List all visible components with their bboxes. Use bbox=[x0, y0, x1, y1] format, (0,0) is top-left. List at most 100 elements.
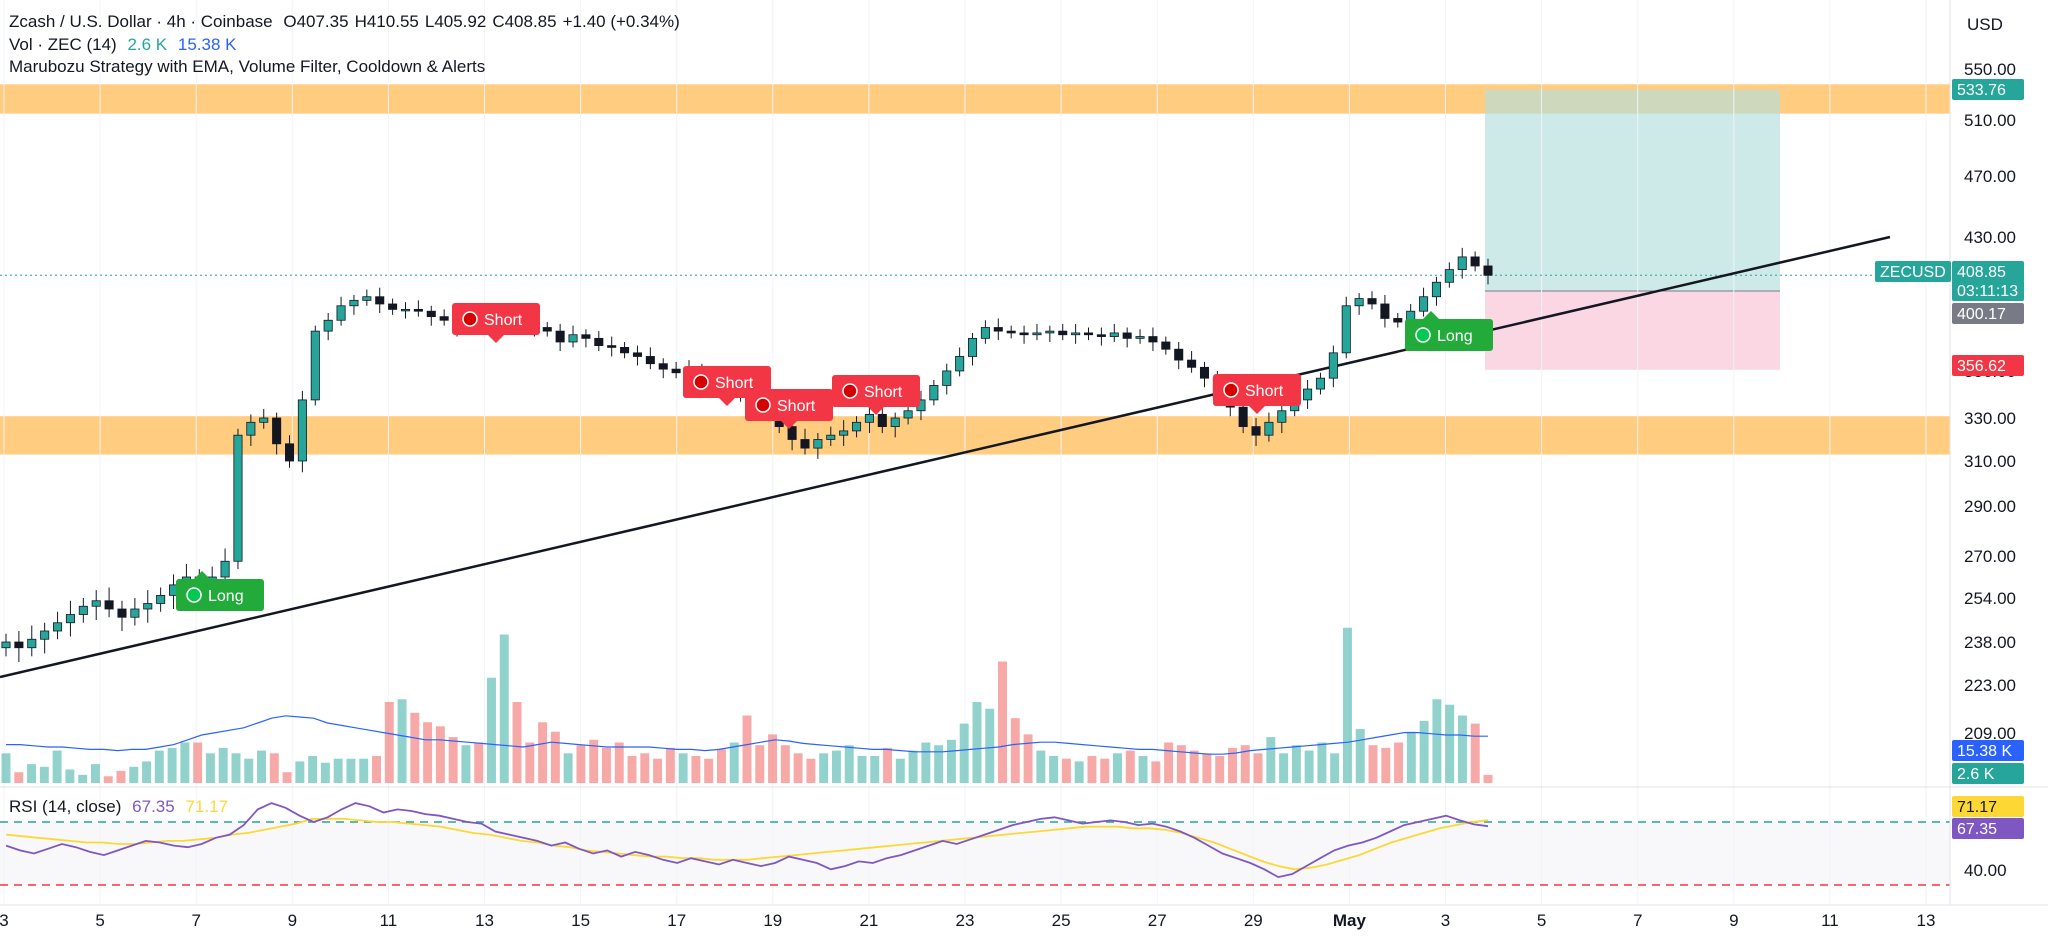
volume-bar bbox=[742, 715, 752, 783]
volume-bar bbox=[640, 753, 650, 783]
candle-body bbox=[1161, 341, 1171, 350]
volume-bar bbox=[499, 634, 509, 783]
rsi-ma-path bbox=[5, 818, 1489, 871]
volume-bar bbox=[474, 742, 484, 783]
signal-arrow bbox=[488, 335, 504, 343]
candle-body bbox=[53, 622, 63, 632]
time-tick-label: 25 bbox=[1052, 911, 1071, 930]
volume-bar bbox=[435, 726, 445, 783]
volume-bar bbox=[78, 774, 88, 783]
symbol-title[interactable]: Zcash / U.S. Dollar · 4h · Coinbase bbox=[9, 12, 273, 31]
volume-bar bbox=[908, 750, 918, 783]
volume-bar bbox=[27, 764, 37, 783]
volume-bar bbox=[1049, 756, 1059, 783]
candle-body bbox=[852, 421, 862, 432]
signal-arrow bbox=[1249, 406, 1265, 414]
candle-body bbox=[1419, 296, 1429, 312]
candle-body bbox=[65, 614, 75, 624]
green-dot-icon bbox=[186, 587, 202, 603]
volume-bar bbox=[205, 753, 215, 783]
time-tick-label: 9 bbox=[1729, 911, 1738, 930]
currency-label[interactable]: USD bbox=[1967, 15, 2003, 34]
candle-body bbox=[1135, 336, 1145, 339]
volume-label[interactable]: Vol · ZEC (14) bbox=[9, 35, 117, 54]
time-tick-label: 29 bbox=[1244, 911, 1263, 930]
candle-body bbox=[632, 352, 642, 357]
signal-long: Long bbox=[176, 571, 264, 611]
candle-body bbox=[1045, 330, 1055, 334]
candle-body bbox=[1058, 330, 1068, 336]
candle-body bbox=[1393, 318, 1403, 323]
indicator-tag-text: 15.38 K bbox=[1957, 743, 2012, 760]
volume-bar bbox=[52, 750, 62, 783]
candle-body bbox=[375, 296, 385, 305]
candle-body bbox=[800, 439, 810, 449]
candle-body bbox=[1122, 332, 1132, 339]
price-tag-text: 356.62 bbox=[1957, 358, 2006, 375]
candle-body bbox=[955, 356, 965, 372]
rsi-label[interactable]: RSI (14, close) bbox=[9, 797, 122, 816]
candle-body bbox=[594, 337, 604, 346]
volume-bar bbox=[704, 758, 714, 783]
candle-body bbox=[993, 327, 1003, 332]
candle-body bbox=[1148, 336, 1158, 343]
volume-bar bbox=[525, 742, 535, 783]
volume-bar bbox=[959, 723, 969, 783]
signal-label-box bbox=[1213, 374, 1301, 406]
indicator-tag-box bbox=[1952, 763, 2024, 784]
time-tick-label: 3 bbox=[1441, 911, 1450, 930]
volume-bar bbox=[576, 745, 586, 783]
candle-body bbox=[1096, 334, 1106, 337]
time-tick-label: 13 bbox=[475, 911, 494, 930]
candle-body bbox=[1083, 332, 1094, 336]
strategy-legend: Marubozu Strategy with EMA, Volume Filte… bbox=[9, 57, 491, 77]
volume-bar bbox=[1189, 750, 1199, 783]
strategy-name[interactable]: Marubozu Strategy with EMA, Volume Filte… bbox=[9, 57, 486, 76]
time-tick-label: 27 bbox=[1148, 911, 1167, 930]
time-axis[interactable]: 3 5 7 9 11 13 15 17 19 21 23 25 27 29 May 3 5 7 9 11 13 bbox=[0, 904, 2048, 930]
volume-bar bbox=[1176, 745, 1186, 783]
volume-bar bbox=[780, 745, 790, 783]
green-dot-icon bbox=[1415, 327, 1431, 343]
candle-body bbox=[1444, 269, 1454, 283]
candle-body bbox=[246, 421, 256, 436]
volume-bar bbox=[244, 758, 254, 783]
volume-bar bbox=[1432, 699, 1442, 783]
volume-ma-value: 15.38 K bbox=[177, 35, 237, 54]
price-tick-label: 290.00 bbox=[1964, 497, 2016, 516]
volume-bar bbox=[972, 702, 982, 783]
volume-bar bbox=[831, 750, 841, 783]
candle-body bbox=[439, 316, 449, 321]
volume-bar bbox=[193, 742, 203, 783]
volume-legend: Vol · ZEC (14) 2.6 K 15.38 K bbox=[9, 35, 242, 55]
volume-bar bbox=[1368, 745, 1378, 783]
candle-body bbox=[839, 430, 849, 436]
red-dot-icon bbox=[755, 397, 771, 413]
candle-body bbox=[942, 370, 952, 386]
trendline[interactable] bbox=[0, 235, 1891, 679]
ohlc-high: H410.55 bbox=[354, 12, 419, 31]
volume-value: 2.6 K bbox=[127, 35, 168, 54]
volume-bar bbox=[793, 753, 803, 783]
long-position-tool[interactable] bbox=[1485, 89, 1780, 370]
volume-bar bbox=[231, 753, 241, 783]
indicator-tag: 67.35 bbox=[1952, 818, 2024, 839]
volume-bar bbox=[614, 742, 624, 783]
indicator-tag-text: 71.17 bbox=[1957, 799, 1997, 816]
price-tag-box bbox=[1952, 303, 2024, 324]
candle-body bbox=[117, 608, 127, 618]
volume-bar bbox=[218, 747, 228, 783]
volume-bar bbox=[142, 761, 152, 783]
volume-bar bbox=[895, 758, 905, 783]
indicator-tag-box bbox=[1952, 796, 2024, 817]
candle-body bbox=[91, 600, 101, 607]
volume-bar bbox=[1317, 742, 1327, 783]
volume-bar bbox=[1355, 729, 1365, 783]
volume-bars bbox=[1, 627, 1493, 783]
volume-bar bbox=[116, 770, 126, 783]
volume-bar bbox=[985, 708, 995, 783]
volume-bar bbox=[563, 753, 573, 783]
time-tick-label: 3 bbox=[0, 911, 9, 930]
candle-body bbox=[78, 605, 88, 615]
